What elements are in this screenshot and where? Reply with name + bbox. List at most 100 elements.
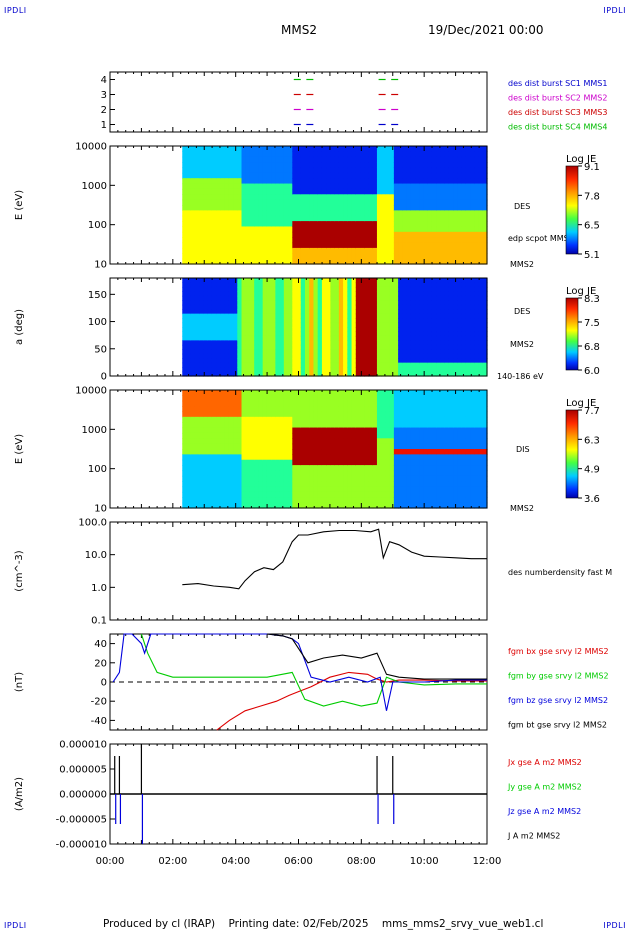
heatmap-cell bbox=[457, 205, 463, 211]
heatmap-cell bbox=[364, 502, 370, 509]
heatmap-cell bbox=[228, 199, 234, 206]
heatmap-cell bbox=[440, 367, 446, 373]
heatmap-cell bbox=[381, 231, 387, 238]
heatmap-cell bbox=[186, 438, 192, 445]
heatmap-cell bbox=[364, 416, 370, 423]
heatmap-cell bbox=[292, 210, 298, 217]
heatmap-cell bbox=[440, 237, 446, 244]
heatmap-cell bbox=[360, 194, 365, 201]
heatmap-cell bbox=[419, 221, 425, 228]
heatmap-cell bbox=[245, 318, 251, 324]
heatmap-cell bbox=[423, 443, 429, 450]
heatmap-cell bbox=[190, 367, 196, 373]
heatmap-cell bbox=[211, 344, 217, 350]
heatmap-cell bbox=[444, 146, 450, 152]
heatmap-cell bbox=[305, 340, 310, 346]
heatmap-cell bbox=[398, 253, 403, 260]
heatmap-cell bbox=[190, 318, 196, 324]
heatmap-cell bbox=[305, 454, 310, 461]
heatmap-cell bbox=[182, 304, 188, 310]
heatmap-cell bbox=[326, 443, 331, 450]
heatmap-cell bbox=[376, 367, 382, 373]
heatmap-cell bbox=[482, 390, 488, 396]
heatmap-cell bbox=[241, 188, 247, 195]
heatmap-cell bbox=[423, 162, 429, 169]
heatmap-cell bbox=[389, 406, 395, 413]
corner-label-top-left: IPDLI bbox=[4, 6, 27, 15]
heatmap-cell bbox=[461, 172, 467, 179]
heatmap-cell bbox=[402, 497, 408, 504]
heatmap-cell bbox=[237, 491, 243, 498]
heatmap-cell bbox=[182, 237, 188, 244]
heatmap-cell bbox=[410, 199, 416, 206]
heatmap-cell bbox=[283, 362, 289, 368]
heatmap-cell bbox=[351, 465, 357, 472]
heatmap-cell bbox=[351, 291, 357, 297]
heatmap-cell bbox=[406, 335, 412, 341]
heatmap-cell bbox=[186, 443, 192, 450]
heatmap-cell bbox=[355, 367, 361, 373]
heatmap-cell bbox=[482, 475, 488, 482]
heatmap-cell bbox=[385, 309, 391, 315]
heatmap-cell bbox=[271, 231, 276, 238]
heatmap-cell bbox=[482, 454, 488, 461]
heatmap-cell bbox=[279, 395, 285, 402]
heatmap-cell bbox=[444, 390, 450, 396]
heatmap-cell bbox=[347, 300, 353, 306]
heatmap-cell bbox=[190, 481, 196, 488]
heatmap-cell bbox=[347, 475, 353, 482]
heatmap-cell bbox=[355, 481, 361, 488]
heatmap-cell bbox=[372, 226, 378, 233]
heatmap-cell bbox=[199, 390, 205, 396]
heatmap-cell bbox=[444, 237, 450, 244]
heatmap-cell bbox=[457, 286, 463, 292]
heatmap-cell bbox=[203, 367, 209, 373]
heatmap-cell bbox=[258, 362, 264, 368]
heatmap-cell bbox=[241, 390, 247, 396]
heatmap-cell bbox=[381, 416, 387, 423]
heatmap-cell bbox=[364, 406, 370, 413]
heatmap-cell bbox=[186, 400, 192, 407]
heatmap-cell bbox=[406, 258, 412, 265]
heatmap-cell bbox=[376, 371, 382, 377]
heatmap-cell bbox=[262, 406, 268, 413]
heatmap-cell bbox=[347, 335, 353, 341]
heatmap-cell bbox=[355, 237, 361, 244]
heatmap-cell bbox=[415, 215, 420, 222]
heatmap-cell bbox=[410, 449, 416, 455]
heatmap-cell bbox=[444, 313, 450, 319]
heatmap-cell bbox=[444, 278, 450, 284]
heatmap-cell bbox=[440, 221, 446, 228]
heatmap-cell bbox=[283, 156, 289, 163]
heatmap-cell bbox=[216, 247, 221, 254]
heatmap-cell bbox=[427, 172, 433, 179]
heatmap-cell bbox=[415, 367, 420, 373]
heatmap-cell bbox=[347, 172, 353, 179]
heatmap-cell bbox=[385, 162, 391, 169]
heatmap-cell bbox=[190, 247, 196, 254]
heatmap-cell bbox=[406, 486, 412, 493]
heatmap-cell bbox=[211, 188, 217, 195]
heatmap-cell bbox=[207, 353, 213, 359]
heatmap-cell bbox=[190, 358, 196, 364]
heatmap-cell bbox=[228, 438, 234, 445]
heatmap-cell bbox=[410, 151, 416, 158]
heatmap-cell bbox=[410, 459, 416, 466]
heatmap-cell bbox=[415, 432, 420, 439]
heatmap-cell bbox=[376, 475, 382, 482]
heatmap-cell bbox=[207, 231, 213, 238]
heatmap-cell bbox=[186, 151, 192, 158]
heatmap-cell bbox=[402, 188, 408, 195]
heatmap-cell bbox=[245, 291, 251, 297]
heatmap-cell bbox=[305, 318, 310, 324]
heatmap-cell bbox=[440, 427, 446, 434]
heatmap-cell bbox=[249, 390, 255, 396]
heatmap-cell bbox=[381, 282, 387, 288]
heatmap-cell bbox=[190, 162, 196, 169]
heatmap-cell bbox=[211, 443, 217, 450]
heatmap-cell bbox=[182, 470, 188, 477]
heatmap-cell bbox=[224, 295, 230, 301]
heatmap-cell bbox=[393, 497, 399, 504]
heatmap-cell bbox=[254, 237, 260, 244]
heatmap-cell bbox=[309, 371, 315, 377]
